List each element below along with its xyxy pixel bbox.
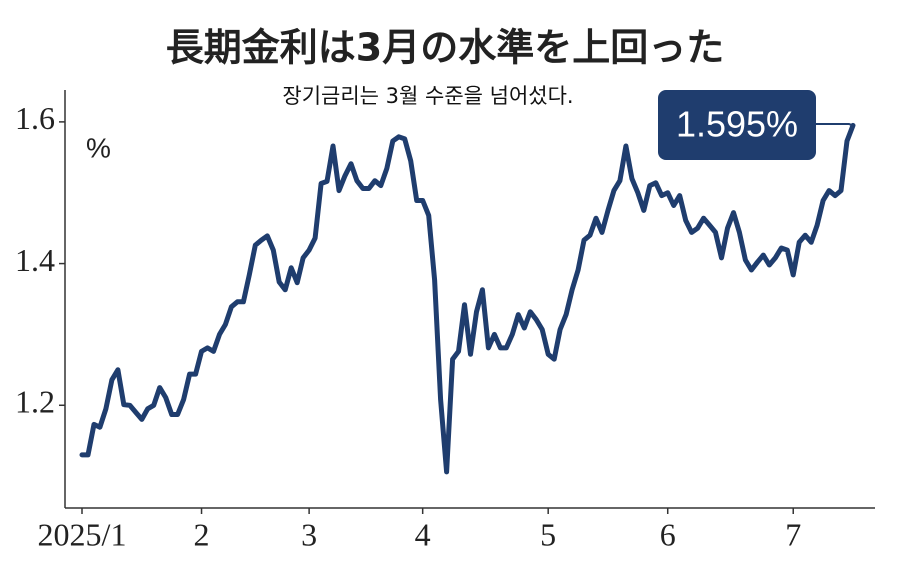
value-label: 1.595% — [676, 104, 798, 145]
x-tick-label: 5 — [540, 516, 556, 552]
y-axis-unit: % — [86, 132, 111, 163]
x-tick-label: 7 — [785, 516, 801, 552]
series-line — [79, 122, 856, 475]
chart-subtitle: 장기금리는 3월 수준을 넘어섰다. — [282, 84, 573, 108]
x-tick-label: 6 — [660, 516, 676, 552]
label-connector — [815, 123, 854, 127]
x-tick-label: 3 — [301, 516, 317, 552]
y-tick-label: 1.6 — [15, 100, 55, 136]
x-tick-label: 4 — [415, 516, 431, 552]
y-tick-label: 1.4 — [15, 242, 55, 278]
chart-title: 長期金利は3月の水準を上回った — [166, 26, 724, 70]
y-tick-label: 1.2 — [15, 384, 55, 420]
x-tick-label: 2 — [194, 516, 210, 552]
x-tick-label: 2025/1 — [38, 516, 127, 552]
label-box — [658, 90, 816, 160]
